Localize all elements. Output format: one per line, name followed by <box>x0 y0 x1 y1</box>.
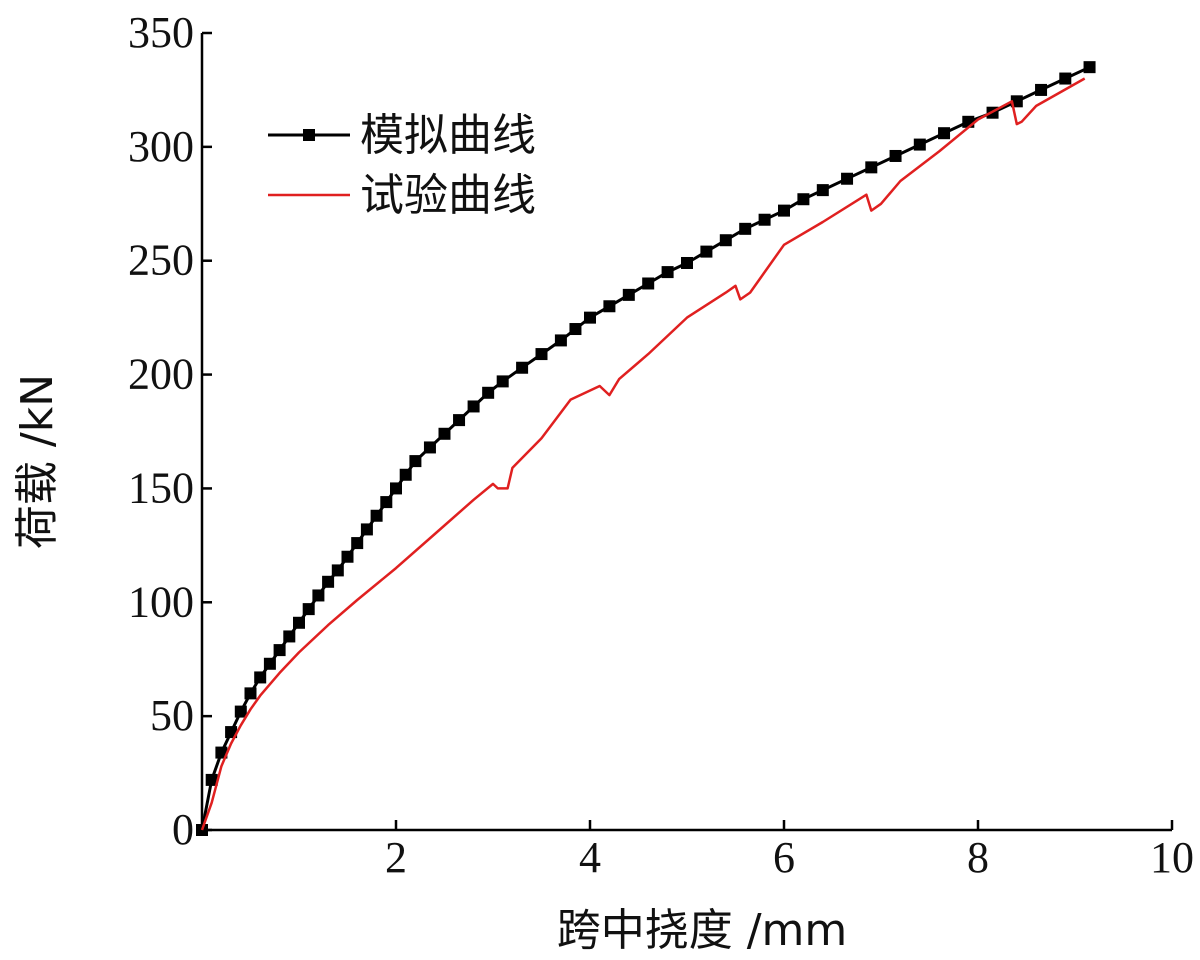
x-tick-label: 8 <box>967 833 989 882</box>
y-tick-label: 100 <box>128 577 194 626</box>
data-point-marker <box>370 509 383 522</box>
data-point-marker <box>778 204 790 217</box>
y-tick-label: 300 <box>128 122 194 171</box>
series-layer <box>196 61 1096 836</box>
y-tick-label: 0 <box>172 805 194 854</box>
y-tick-label: 200 <box>128 350 194 399</box>
data-point-marker <box>569 323 582 336</box>
data-point-marker <box>244 687 257 700</box>
data-point-marker <box>1083 61 1096 74</box>
data-point-marker <box>453 414 466 427</box>
data-point-marker <box>283 630 296 643</box>
data-point-marker <box>225 726 238 739</box>
data-point-marker <box>312 589 325 602</box>
data-point-marker <box>399 468 412 481</box>
series-line-experimental <box>200 77 1086 831</box>
x-tick-label: 2 <box>385 833 407 882</box>
axes: 0 50 100 150 200 250 300 350 2 4 6 8 10 <box>128 8 1194 882</box>
data-point-marker <box>351 537 364 550</box>
x-tick-label: 6 <box>773 833 795 882</box>
data-point-marker <box>1035 83 1048 96</box>
data-point-marker <box>681 256 693 269</box>
data-point-marker <box>516 361 529 374</box>
x-tick-label: 4 <box>579 833 601 882</box>
x-tick-label: 10 <box>1150 833 1194 882</box>
y-axis-title: 荷载 /kN <box>12 374 63 549</box>
data-point-marker <box>380 496 393 509</box>
data-point-marker <box>797 193 810 206</box>
data-point-marker <box>622 288 635 301</box>
data-point-marker <box>341 550 354 563</box>
data-point-marker <box>739 222 752 235</box>
y-tick-label: 350 <box>128 8 194 57</box>
data-point-marker <box>700 245 713 258</box>
data-point-marker <box>758 213 771 226</box>
data-point-marker <box>322 575 335 588</box>
data-point-marker <box>554 334 567 347</box>
data-point-marker <box>467 400 480 413</box>
data-point-marker <box>719 234 732 247</box>
data-point-marker <box>423 441 436 454</box>
series-line-simulated <box>200 65 1091 831</box>
data-point-marker <box>642 277 655 290</box>
data-point-marker <box>482 386 495 399</box>
y-tick-label: 50 <box>150 691 194 740</box>
data-point-marker <box>302 603 315 616</box>
data-point-marker <box>816 184 829 197</box>
data-point-marker <box>234 705 247 718</box>
data-point-marker <box>273 644 286 657</box>
data-point-marker <box>205 773 218 786</box>
data-point-marker <box>841 172 854 185</box>
data-point-marker <box>1059 72 1072 85</box>
data-point-marker <box>496 375 509 388</box>
data-point-marker <box>603 300 616 313</box>
legend-label: 试验曲线 <box>360 170 536 221</box>
data-point-marker <box>409 455 422 468</box>
legend-label: 模拟曲线 <box>360 110 536 161</box>
data-point-marker <box>938 127 951 140</box>
data-point-marker <box>889 149 902 162</box>
y-tick-label: 150 <box>128 463 194 512</box>
data-point-marker <box>390 482 402 495</box>
data-point-marker <box>331 564 344 577</box>
x-axis-title: 跨中挠度 /mm <box>557 905 848 956</box>
data-point-marker <box>293 616 305 629</box>
data-point-marker <box>865 161 878 174</box>
data-point-marker <box>438 427 451 440</box>
data-point-marker <box>913 138 926 151</box>
data-point-marker <box>254 671 267 684</box>
data-point-marker <box>661 266 674 279</box>
data-point-marker <box>263 657 276 670</box>
legend-marker <box>303 129 315 141</box>
data-point-marker <box>215 746 228 759</box>
data-point-marker <box>535 348 548 361</box>
data-point-marker <box>584 311 596 324</box>
y-tick-label: 250 <box>128 236 194 285</box>
data-point-marker <box>360 523 373 536</box>
